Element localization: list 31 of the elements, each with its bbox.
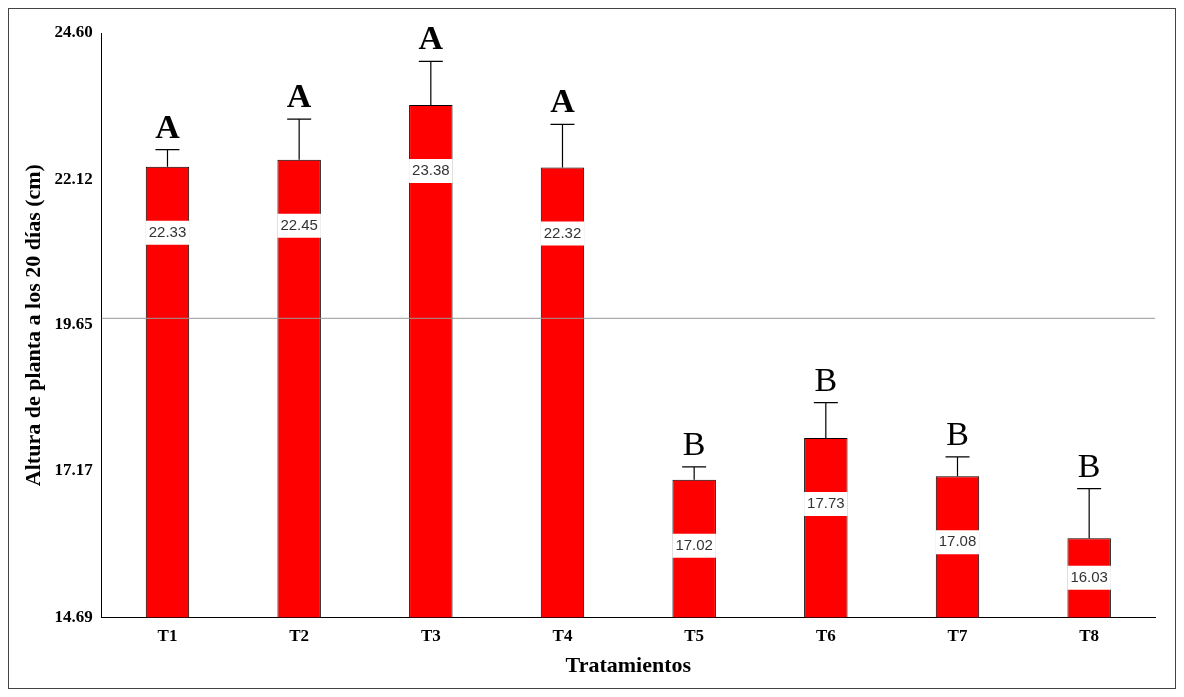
x-tick-label: T6 (815, 625, 836, 645)
data-label: 23.38 (412, 161, 450, 179)
x-tick-label: T1 (157, 625, 178, 645)
annotation: A (286, 76, 312, 114)
annotation: B (1077, 446, 1101, 484)
data-label: 22.45 (280, 215, 318, 233)
data-label: 16.03 (1070, 567, 1108, 585)
x-axis-title: Tratamientos (565, 652, 692, 678)
data-label: 22.32 (543, 223, 582, 241)
x-tick-label: T7 (947, 625, 968, 645)
annotation: A (155, 107, 181, 145)
annotation: B (682, 424, 706, 462)
y-tick-label: 24.60 (54, 22, 93, 42)
data-label: 17.08 (938, 532, 977, 550)
x-tick-label: T3 (420, 625, 441, 645)
x-tick-label: T2 (289, 625, 310, 645)
annotation: A (550, 82, 576, 120)
y-axis-title: Altura de planta a los 20 días (cm) (19, 164, 45, 487)
x-tick-label: T4 (552, 625, 573, 645)
data-label: 17.73 (807, 494, 845, 512)
x-tick-label: T5 (684, 625, 705, 645)
y-tick-label: 22.12 (54, 168, 93, 188)
annotation: A (418, 19, 444, 57)
annotation: B (814, 360, 838, 398)
y-tick-label: 17.17 (54, 460, 94, 480)
y-tick-label: 14.69 (54, 606, 93, 626)
annotation: B (946, 414, 969, 452)
data-label: 17.02 (675, 535, 713, 553)
data-label: 22.33 (148, 222, 187, 240)
x-tick-label: T8 (1079, 625, 1100, 645)
y-tick-label: 19.65 (54, 314, 93, 334)
